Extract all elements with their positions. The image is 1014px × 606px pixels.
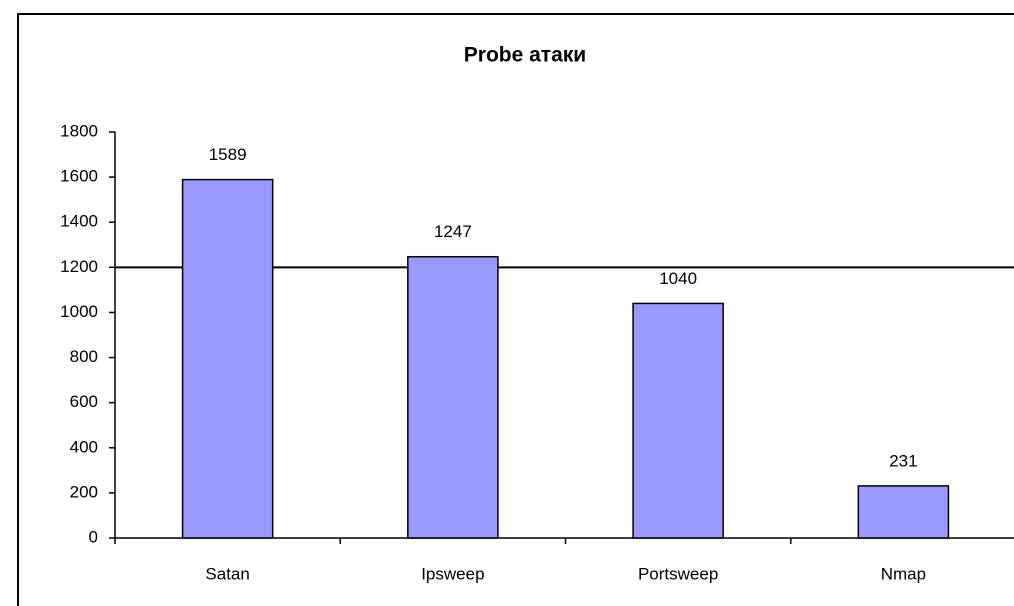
y-tick-label: 1800 xyxy=(60,121,98,140)
y-tick-label: 1600 xyxy=(60,167,98,186)
y-tick-label: 1400 xyxy=(60,212,98,231)
bar xyxy=(407,255,499,539)
data-label: 1589 xyxy=(209,145,247,164)
bar xyxy=(632,302,724,539)
x-tick-label: Ipsweep xyxy=(421,564,484,583)
chart-title: Probe атаки xyxy=(464,44,586,67)
y-tick-label: 1200 xyxy=(60,257,98,276)
data-label: 1040 xyxy=(659,269,697,288)
x-tick-label: Nmap xyxy=(881,564,926,583)
y-tick-label: 800 xyxy=(70,347,98,366)
x-tick-label: Portsweep xyxy=(638,564,718,583)
data-label: 1247 xyxy=(434,222,472,241)
y-tick-label: 600 xyxy=(70,392,98,411)
y-tick-label: 400 xyxy=(70,437,98,456)
y-tick-label: 200 xyxy=(70,482,98,501)
bar xyxy=(857,485,950,539)
data-label: 231 xyxy=(889,451,917,470)
x-tick-label: Satan xyxy=(205,564,249,583)
y-tick-label: 1000 xyxy=(60,302,98,321)
bar xyxy=(181,178,274,539)
y-tick-label: 0 xyxy=(89,527,98,546)
